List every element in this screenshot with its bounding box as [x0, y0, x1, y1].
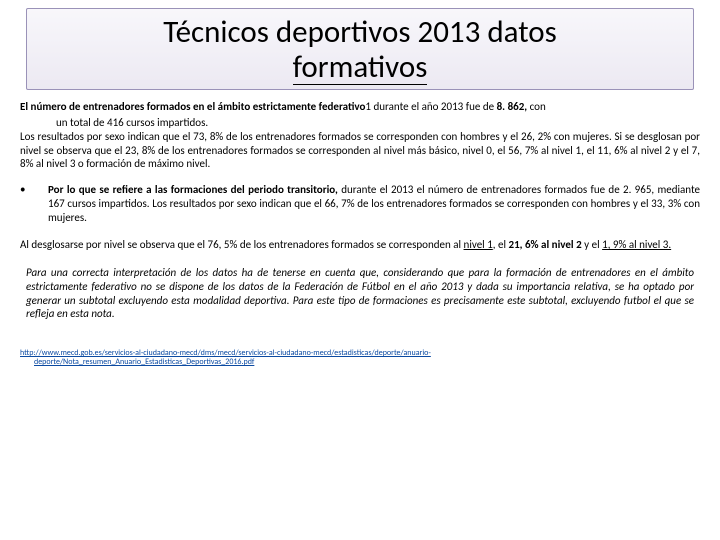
bullet-mark: •: [20, 183, 48, 224]
title-line2: formativos: [293, 50, 428, 86]
p3-b: , el: [493, 238, 509, 251]
p3-nivel3: 1, 9% al nivel 3.: [602, 238, 671, 251]
title-box: Técnicos deportivos 2013 datos formativo…: [26, 8, 694, 90]
source-link-block: http://www.mecd.gob.es/servicios-al-ciud…: [20, 349, 700, 367]
bullet-lead: Por lo que se refiere a las formaciones …: [48, 183, 338, 196]
source-link[interactable]: http://www.mecd.gob.es/servicios-al-ciud…: [20, 348, 431, 367]
bullet-text: Por lo que se refiere a las formaciones …: [48, 183, 700, 224]
p3-c: y el: [582, 238, 602, 251]
slide: Técnicos deportivos 2013 datos formativo…: [0, 0, 720, 540]
paragraph-3: Al desglosarse por nivel se observa que …: [20, 238, 700, 252]
p1-number: 8. 862,: [497, 100, 528, 113]
paragraph-1: El número de entrenadores formados en el…: [20, 100, 700, 114]
body-content: El número de entrenadores formados en el…: [20, 100, 700, 367]
title-line1: Técnicos deportivos 2013 datos: [163, 13, 557, 51]
p1-tail: con: [527, 100, 546, 113]
p3-a: Al desglosarse por nivel se observa que …: [20, 238, 464, 251]
p1-lead: El número de entrenadores formados en el…: [20, 100, 365, 113]
paragraph-1-cont: un total de 416 cursos impartidos.: [20, 116, 700, 130]
bullet-item: • Por lo que se refiere a las formacione…: [20, 183, 700, 224]
interpretation-note: Para una correcta interpretación de los …: [20, 266, 700, 321]
p3-nivel2: 21, 6% al nivel 2: [509, 238, 582, 251]
link-part2: deporte/Nota_resumen_Anuario_Estadistica…: [20, 357, 254, 367]
slide-title: Técnicos deportivos 2013 datos formativo…: [37, 15, 683, 85]
paragraph-2: Los resultados por sexo indican que el 7…: [20, 130, 700, 171]
p1-rest: 1 durante el año 2013 fue de: [365, 100, 496, 113]
p3-nivel1: nivel 1: [464, 238, 493, 251]
